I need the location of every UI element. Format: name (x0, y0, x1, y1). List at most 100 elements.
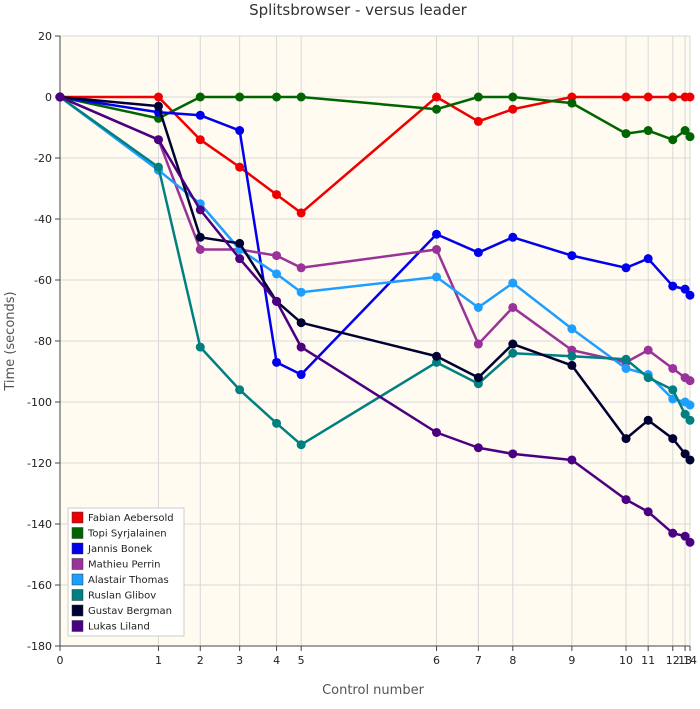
data-point[interactable] (235, 254, 245, 264)
data-point[interactable] (153, 162, 163, 172)
legend-label: Fabian Aebersold (88, 513, 174, 524)
data-point[interactable] (685, 400, 695, 410)
data-point[interactable] (508, 339, 518, 349)
data-point[interactable] (668, 281, 678, 291)
data-point[interactable] (668, 434, 678, 444)
data-point[interactable] (296, 342, 306, 352)
data-point[interactable] (55, 92, 65, 102)
data-point[interactable] (473, 443, 483, 453)
data-point[interactable] (621, 495, 631, 505)
data-point[interactable] (567, 324, 577, 334)
data-point[interactable] (272, 296, 282, 306)
data-point[interactable] (567, 98, 577, 108)
data-point[interactable] (567, 455, 577, 465)
data-point[interactable] (685, 290, 695, 300)
data-point[interactable] (621, 434, 631, 444)
data-point[interactable] (195, 135, 205, 145)
data-point[interactable] (680, 284, 690, 294)
data-point[interactable] (621, 129, 631, 139)
data-point[interactable] (235, 92, 245, 102)
legend-swatch (71, 620, 84, 632)
data-point[interactable] (296, 92, 306, 102)
data-point[interactable] (473, 302, 483, 312)
data-point[interactable] (195, 205, 205, 215)
data-point[interactable] (621, 363, 631, 373)
data-point[interactable] (473, 116, 483, 126)
data-point[interactable] (432, 229, 442, 239)
data-point[interactable] (567, 251, 577, 261)
data-point[interactable] (668, 92, 678, 102)
data-point[interactable] (296, 440, 306, 450)
data-point[interactable] (153, 135, 163, 145)
data-point[interactable] (668, 363, 678, 373)
data-point[interactable] (668, 528, 678, 538)
data-point[interactable] (621, 92, 631, 102)
data-point[interactable] (235, 126, 245, 136)
data-point[interactable] (432, 245, 442, 254)
data-point[interactable] (272, 418, 282, 428)
data-point[interactable] (432, 272, 442, 282)
chart-title: Splitsbrowser - versus leader (249, 1, 468, 19)
data-point[interactable] (195, 92, 205, 102)
data-point[interactable] (195, 232, 205, 242)
data-point[interactable] (432, 92, 442, 102)
data-point[interactable] (621, 354, 631, 364)
data-point[interactable] (272, 92, 282, 102)
data-point[interactable] (153, 101, 163, 111)
data-point[interactable] (473, 92, 483, 102)
data-point[interactable] (643, 373, 653, 383)
data-point[interactable] (567, 351, 577, 361)
data-point[interactable] (272, 190, 282, 200)
data-point[interactable] (643, 507, 653, 517)
data-point[interactable] (680, 409, 690, 419)
data-point[interactable] (680, 449, 690, 459)
data-point[interactable] (432, 428, 442, 437)
data-point[interactable] (621, 263, 631, 273)
data-point[interactable] (685, 537, 695, 547)
data-point[interactable] (235, 385, 245, 395)
data-point[interactable] (296, 370, 306, 380)
data-point[interactable] (508, 348, 518, 358)
data-point[interactable] (508, 104, 518, 114)
data-point[interactable] (473, 248, 483, 258)
data-point[interactable] (195, 110, 205, 120)
data-point[interactable] (643, 415, 653, 425)
data-point[interactable] (296, 208, 306, 218)
data-point[interactable] (685, 455, 695, 465)
data-point[interactable] (685, 132, 695, 142)
data-point[interactable] (432, 104, 442, 114)
data-point[interactable] (685, 415, 695, 425)
data-point[interactable] (668, 385, 678, 395)
data-point[interactable] (680, 531, 690, 541)
data-point[interactable] (508, 449, 518, 459)
data-point[interactable] (272, 251, 282, 261)
data-point[interactable] (235, 238, 245, 248)
data-point[interactable] (643, 92, 653, 102)
data-point[interactable] (195, 245, 205, 254)
y-tick-label: 0 (45, 91, 52, 104)
legend-swatch (71, 511, 84, 524)
data-point[interactable] (296, 287, 306, 297)
data-point[interactable] (508, 302, 518, 312)
data-point[interactable] (508, 232, 518, 242)
data-point[interactable] (680, 126, 690, 136)
data-point[interactable] (195, 342, 205, 352)
data-point[interactable] (668, 135, 678, 145)
data-point[interactable] (296, 318, 306, 328)
data-point[interactable] (473, 339, 483, 349)
data-point[interactable] (432, 351, 442, 361)
data-point[interactable] (643, 126, 653, 136)
data-point[interactable] (508, 92, 518, 102)
data-point[interactable] (272, 357, 282, 367)
data-point[interactable] (272, 269, 282, 279)
data-point[interactable] (643, 254, 653, 264)
data-point[interactable] (685, 92, 695, 102)
data-point[interactable] (508, 278, 518, 288)
data-point[interactable] (567, 360, 577, 370)
data-point[interactable] (685, 376, 695, 386)
data-point[interactable] (643, 345, 653, 355)
data-point[interactable] (296, 263, 306, 273)
data-point[interactable] (235, 162, 245, 172)
data-point[interactable] (473, 373, 483, 383)
data-point[interactable] (153, 92, 163, 102)
